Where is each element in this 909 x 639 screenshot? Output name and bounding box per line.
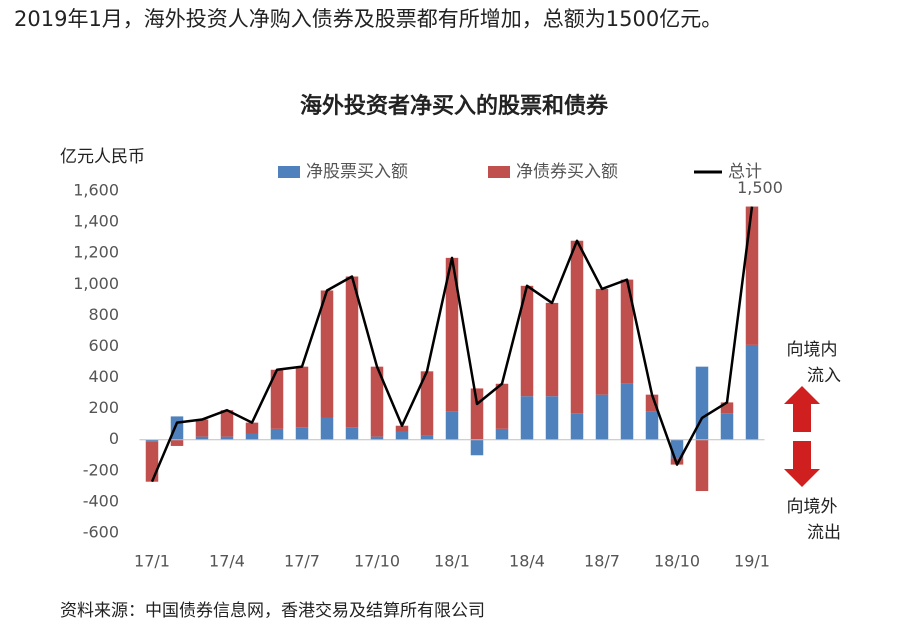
bar xyxy=(620,383,634,440)
bar xyxy=(495,383,509,429)
bar xyxy=(420,435,434,440)
legend-swatch xyxy=(278,166,300,178)
bar xyxy=(520,285,534,397)
x-tick-label: 17/4 xyxy=(209,552,245,571)
bar xyxy=(295,427,309,440)
legend-label: 净债券买入额 xyxy=(516,162,618,182)
x-tick-label: 17/1 xyxy=(134,552,170,571)
bar xyxy=(470,388,484,440)
outflow-arrow xyxy=(784,441,820,487)
bar xyxy=(595,288,609,395)
annotation: 向境内 xyxy=(787,340,838,360)
bar xyxy=(520,396,534,440)
x-tick-label: 18/10 xyxy=(654,552,700,571)
bar xyxy=(370,436,384,440)
bar xyxy=(745,344,759,440)
annotation: 流出 xyxy=(807,523,841,543)
bar xyxy=(270,428,284,440)
bar xyxy=(220,410,234,437)
legend-label: 总计 xyxy=(728,162,762,182)
y-tick-label: -400 xyxy=(83,491,119,510)
bar xyxy=(645,394,659,412)
y-tick-label: 200 xyxy=(88,398,119,417)
legend-label: 净股票买入额 xyxy=(306,162,408,182)
bar xyxy=(170,416,184,440)
y-tick-label: 1,400 xyxy=(73,212,119,231)
x-tick-label: 17/10 xyxy=(354,552,400,571)
y-tick-label: 1,600 xyxy=(73,181,119,200)
y-tick-label: -200 xyxy=(83,460,119,479)
bar xyxy=(220,436,234,440)
bar xyxy=(495,428,509,440)
bar xyxy=(245,433,259,440)
inflow-arrow xyxy=(784,386,820,432)
x-tick-label: 18/1 xyxy=(434,552,470,571)
total-line xyxy=(150,206,754,483)
bar xyxy=(545,396,559,440)
annotation: 流入 xyxy=(807,366,841,386)
x-tick-label: 18/7 xyxy=(584,552,620,571)
bar xyxy=(595,394,609,440)
bar xyxy=(320,290,334,418)
bar xyxy=(720,402,734,414)
y-tick-label: 800 xyxy=(88,305,119,324)
bar xyxy=(195,436,209,440)
annotation: 向境外 xyxy=(787,497,838,517)
y-axis-label: 亿元人民币 xyxy=(60,147,145,167)
bar xyxy=(645,411,659,440)
y-tick-label: 1,000 xyxy=(73,274,119,293)
bar xyxy=(470,439,484,456)
bar xyxy=(420,371,434,436)
bar xyxy=(170,439,184,446)
value-label: 1,500 xyxy=(737,178,783,197)
y-tick-label: 1,200 xyxy=(73,243,119,262)
y-tick-label: 600 xyxy=(88,336,119,355)
header: 2019年1月，海外投资人净购入债券及股票都有所增加，总额为1500亿元。 xyxy=(14,7,722,31)
bar xyxy=(295,366,309,428)
bar xyxy=(545,302,559,397)
bar xyxy=(445,257,459,412)
bar xyxy=(270,369,284,429)
bar xyxy=(395,431,409,440)
bar xyxy=(745,206,759,345)
bar xyxy=(695,439,709,492)
x-tick-label: 17/7 xyxy=(284,552,320,571)
bar xyxy=(620,279,634,384)
chart-title: 海外投资者净买入的股票和债券 xyxy=(300,93,609,119)
bar xyxy=(370,366,384,437)
bar xyxy=(395,425,409,432)
bar xyxy=(345,427,359,440)
x-tick-label: 18/4 xyxy=(509,552,545,571)
bar xyxy=(195,419,209,437)
bar xyxy=(570,413,584,440)
bar xyxy=(320,417,334,440)
bar xyxy=(145,441,159,482)
source: 资料来源：中国债券信息网，香港交易及结算所有限公司 xyxy=(60,601,485,621)
bar xyxy=(145,439,159,442)
x-tick-label: 19/1 xyxy=(734,552,770,571)
bar xyxy=(345,276,359,428)
y-tick-label: 400 xyxy=(88,367,119,386)
y-tick-label: -600 xyxy=(83,523,119,542)
legend-swatch xyxy=(488,166,510,178)
bar xyxy=(445,411,459,440)
bar xyxy=(720,413,734,440)
y-tick-label: 0 xyxy=(109,429,119,448)
bar xyxy=(245,422,259,434)
bar xyxy=(570,240,584,414)
